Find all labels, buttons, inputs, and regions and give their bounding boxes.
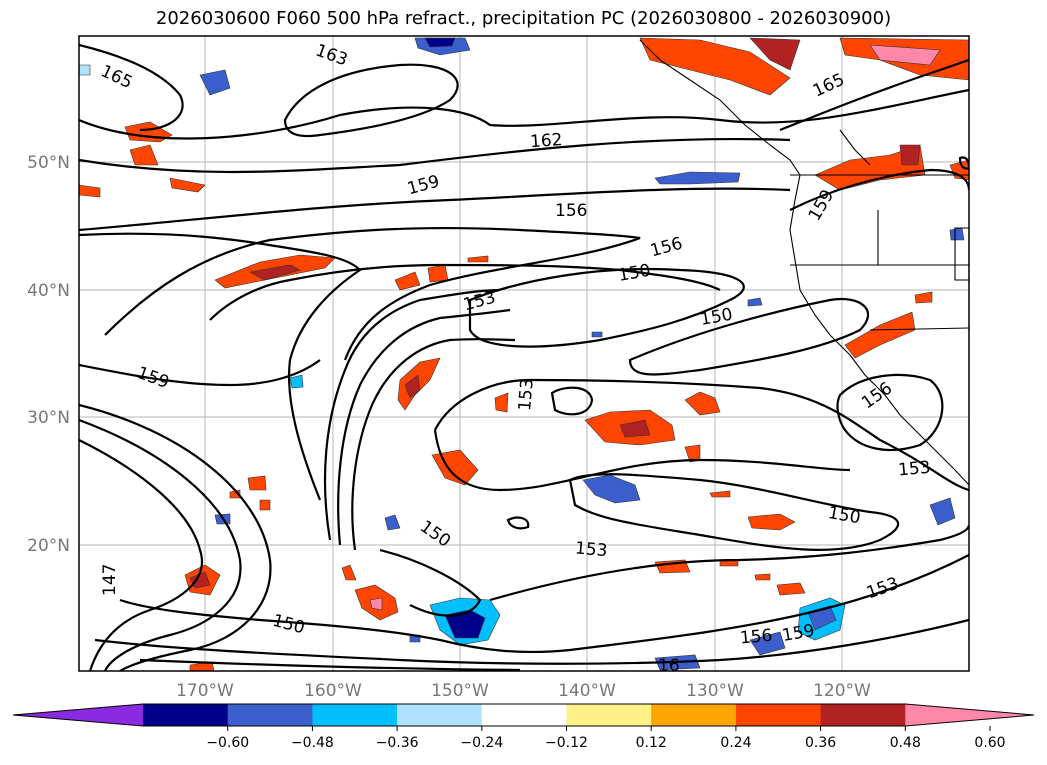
- contour-label: 156: [555, 201, 587, 221]
- colorbar-segment: [735, 704, 822, 726]
- map-title: 2026030600 F060 500 hPa refract., precip…: [155, 8, 892, 29]
- precip-negative-areas: [79, 37, 965, 671]
- colorbar: −0.60 −0.48 −0.36 −0.24 −0.12 0.12 0.24 0.36 0.4…: [12, 703, 1035, 751]
- graticule: [79, 36, 969, 671]
- lat-label-20n: 20°N: [27, 536, 70, 556]
- contour-label: 156: [739, 626, 773, 649]
- colorbar-tick-label: −0.60: [206, 735, 249, 751]
- colorbar-segment: [481, 704, 567, 726]
- lon-label-120w: 120°W: [813, 681, 871, 701]
- colorbar-tick-label: −0.24: [460, 735, 503, 751]
- coastline: [639, 39, 969, 486]
- colorbar-segment: [397, 704, 483, 726]
- lon-label-150w: 150°W: [431, 681, 489, 701]
- lat-label-30n: 30°N: [27, 408, 70, 428]
- colorbar-tick-label: −0.48: [291, 735, 334, 751]
- colorbar-tick-label: 0.12: [636, 735, 667, 751]
- colorbar-tick-label: 0.24: [720, 735, 751, 751]
- colorbar-segment: [227, 704, 313, 726]
- lon-label-140w: 140°W: [558, 681, 616, 701]
- colorbar-tick-label: −0.36: [376, 735, 419, 751]
- contour-label: 162: [529, 130, 563, 152]
- colorbar-segment: [820, 704, 906, 726]
- longitude-labels: 170°W 160°W 150°W 140°W 130°W 120°W: [176, 681, 871, 701]
- colorbar-tick-label: 0.48: [890, 735, 921, 751]
- lon-label-130w: 130°W: [686, 681, 744, 701]
- colorbar-tick-label: 0.36: [805, 735, 836, 751]
- lat-label-40n: 40°N: [27, 281, 70, 301]
- colorbar-extend-low: [13, 704, 143, 726]
- colorbar-segment: [651, 704, 737, 726]
- colorbar-segment: [312, 704, 398, 726]
- colorbar-tick-label: 0.60: [974, 735, 1005, 751]
- lat-label-50n: 50°N: [27, 153, 70, 173]
- lon-label-170w: 170°W: [176, 681, 234, 701]
- colorbar-extend-high: [905, 704, 1034, 726]
- contour-label: 153: [515, 378, 538, 412]
- contour-label: 153: [897, 458, 931, 481]
- colorbar-segment: [566, 704, 652, 726]
- contour-label: 153: [574, 538, 608, 561]
- latitude-labels: 50°N 40°N 30°N 20°N: [27, 153, 70, 556]
- refractivity-contours: [79, 43, 969, 671]
- plot-area: [79, 36, 969, 671]
- contour-label: 16: [658, 656, 680, 676]
- colorbar-segment: [143, 704, 229, 726]
- lon-label-160w: 160°W: [304, 681, 362, 701]
- colorbar-outline: [12, 703, 1035, 727]
- contour-label: 147: [100, 564, 120, 596]
- colorbar-tick-label: −0.12: [545, 735, 588, 751]
- plot-frame: [78, 35, 970, 672]
